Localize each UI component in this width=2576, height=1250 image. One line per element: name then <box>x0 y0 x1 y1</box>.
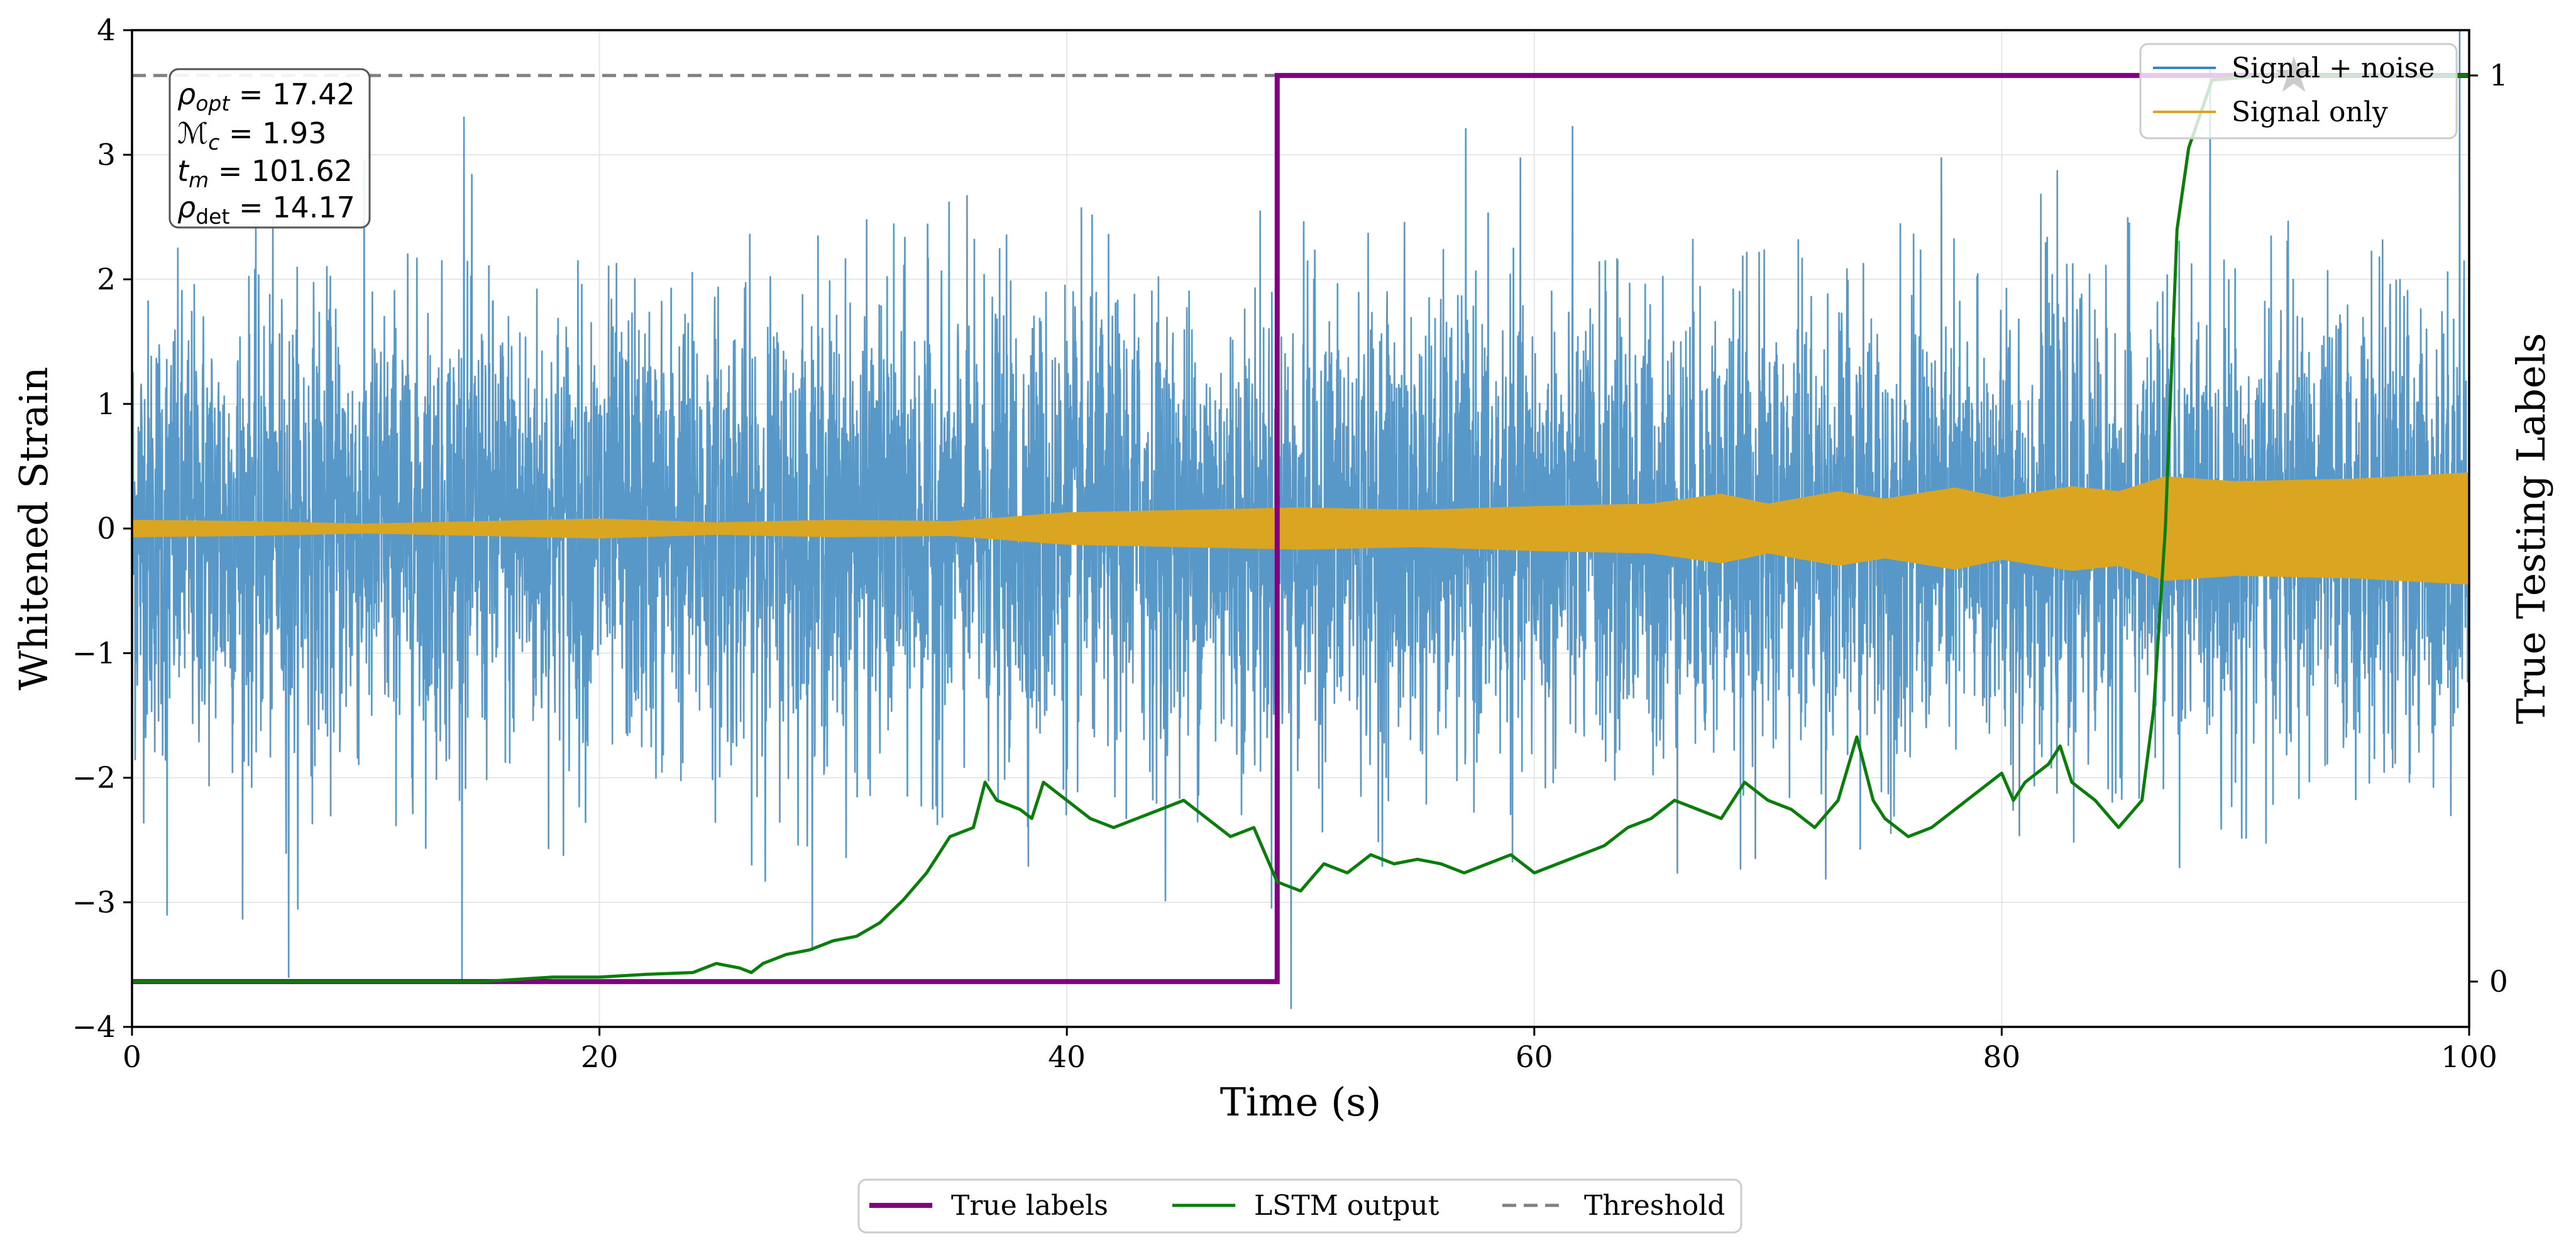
annotation-rho-opt-symbol: ρ <box>177 77 195 111</box>
x-tick-label: 60 <box>1516 1040 1553 1075</box>
signal-only-series <box>132 472 2469 585</box>
parameter-annotation: ρopt = 17.42 ℳc = 1.93 tm = 101.62 ρdet … <box>168 68 371 229</box>
bottom-legend: True labels LSTM output Threshold <box>857 1178 1742 1234</box>
y2-axis-label: True Testing Labels <box>2508 333 2554 725</box>
y-tick-label: −3 <box>72 885 116 920</box>
annotation-tm-symbol: t <box>177 154 190 188</box>
x-tick-label: 20 <box>581 1040 619 1075</box>
legend-signal-noise-label: Signal + noise <box>2232 52 2435 84</box>
x-tick-label: 0 <box>123 1040 141 1075</box>
y-tick-label: 1 <box>97 387 116 422</box>
y2-tick-label: 1 <box>2489 58 2508 93</box>
annotation-rho-det-sub: det <box>195 204 229 229</box>
y-axis-ticks: −4 −3 −2 −1 0 1 2 3 4 <box>72 13 132 1044</box>
annotation-rho-det-value: = 14.17 <box>229 190 355 224</box>
annotation-mc-symbol: ℳ <box>177 116 208 150</box>
y-tick-label: −2 <box>72 761 116 796</box>
svg-text:ρopt = 17.42: ρopt = 17.42 <box>177 77 355 116</box>
svg-text:ℳc = 1.93: ℳc = 1.93 <box>177 116 327 155</box>
y-axis-label: Whitened Strain <box>11 367 57 691</box>
y2-axis-ticks: 01 <box>2469 58 2508 999</box>
y-tick-label: −1 <box>72 636 116 671</box>
annotation-tm-sub: m <box>189 168 209 192</box>
legend-lstm-output-label: LSTM output <box>1254 1190 1439 1222</box>
x-axis-ticks: 0 20 40 60 80 100 <box>123 1027 2497 1075</box>
annotation-rho-opt-value: = 17.42 <box>229 77 355 111</box>
top-legend: Signal + noise Signal only <box>2139 43 2458 140</box>
x-tick-label: 100 <box>2441 1040 2497 1075</box>
y-tick-label: −4 <box>72 1010 116 1044</box>
annotation-mc-value: = 1.93 <box>219 116 326 150</box>
legend-true-labels-label: True labels <box>951 1190 1108 1222</box>
y-tick-label: 0 <box>97 512 116 546</box>
annotation-mc-sub: c <box>208 130 219 155</box>
annotation-tm-value: = 101.62 <box>209 154 353 188</box>
y2-tick-label: 0 <box>2489 965 2508 999</box>
true-labels-series <box>132 73 2469 984</box>
y-tick-label: 3 <box>97 138 116 172</box>
annotation-rho-opt-sub: opt <box>195 91 230 116</box>
y-tick-label: 2 <box>97 263 116 297</box>
x-tick-label: 80 <box>1983 1040 2020 1075</box>
legend-threshold-label: Threshold <box>1584 1190 1725 1222</box>
legend-signal-only-label: Signal only <box>2232 96 2388 128</box>
y-tick-label: 4 <box>97 13 116 48</box>
svg-text:tm = 101.62: tm = 101.62 <box>177 154 353 192</box>
annotation-rho-det-symbol: ρ <box>177 190 195 224</box>
x-axis-label: Time (s) <box>1220 1079 1382 1125</box>
svg-text:ρdet = 14.17: ρdet = 14.17 <box>177 190 355 229</box>
lstm-output-series <box>132 74 2469 984</box>
x-tick-label: 40 <box>1048 1040 1086 1075</box>
